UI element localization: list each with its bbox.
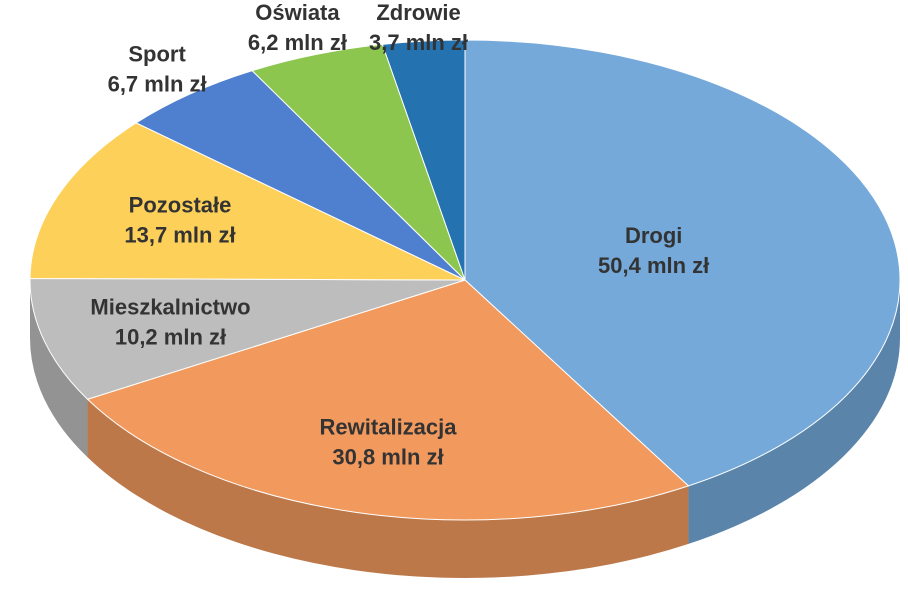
tops xyxy=(29,39,901,521)
slice-value-label: 13,7 mln zł xyxy=(124,223,235,248)
slice xyxy=(251,43,466,281)
sides xyxy=(30,280,900,578)
slice xyxy=(464,39,901,487)
slice-value-label: 6,7 mln zł xyxy=(108,71,207,96)
slice-value-label: 3,7 mln zł xyxy=(369,30,468,55)
slice-label: Zdrowie xyxy=(376,0,460,25)
slice xyxy=(135,70,466,281)
slice xyxy=(86,279,690,521)
slice-label: Drogi xyxy=(625,223,682,248)
slice-value-label: 10,2 mln zł xyxy=(115,324,226,349)
slice-label: Rewitalizacja xyxy=(320,414,458,439)
slice xyxy=(29,122,466,281)
labels: Drogi 50,4 mln zł Rewitalizacja 30,8 mln zł… xyxy=(90,0,709,469)
slice-label: Sport xyxy=(128,41,186,66)
slice-label: Mieszkalnictwo xyxy=(90,294,250,319)
slice-value-label: 50,4 mln zł xyxy=(598,253,709,278)
slice-side xyxy=(87,399,689,578)
slice-side xyxy=(30,280,88,458)
slice-label: Pozostałe xyxy=(129,193,232,218)
slice xyxy=(29,277,466,400)
slice-label: Oświata xyxy=(255,0,340,25)
slice-value-label: 6,2 mln zł xyxy=(248,30,347,55)
slice xyxy=(381,39,466,281)
slice-side xyxy=(688,280,900,544)
slice-value-label: 30,8 mln zł xyxy=(332,444,443,469)
